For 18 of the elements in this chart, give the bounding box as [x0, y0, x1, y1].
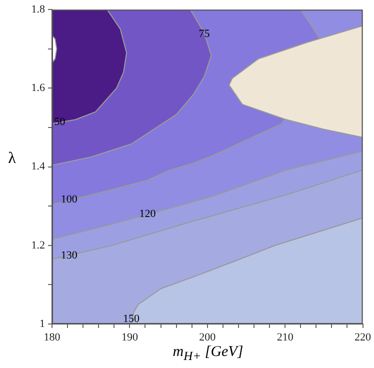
- x-tick-label: 190: [121, 331, 138, 344]
- annotation: 75: [198, 28, 210, 40]
- y-tick-label: 1.2: [31, 239, 45, 252]
- x-tick-label: 210: [276, 331, 294, 344]
- x-axis-title: m$_{H+}$ [GeV]: [172, 344, 244, 364]
- y-tick-label: 1.8: [31, 3, 46, 16]
- y-axis-title: λ: [7, 150, 17, 168]
- x-tick-label: 200: [199, 331, 216, 344]
- annotation: 130: [60, 250, 78, 262]
- y-tick-label: 1: [40, 318, 45, 330]
- x-tick-label: 220: [354, 331, 372, 344]
- y-tick-label: 1.6: [31, 82, 46, 94]
- annotation: 50: [54, 116, 66, 128]
- y-tick-label: 1.4: [31, 160, 46, 173]
- annotation: 120: [139, 208, 156, 220]
- x-tick-label: 180: [44, 331, 61, 344]
- annotation: 100: [60, 194, 78, 206]
- annotation: 150: [122, 313, 140, 326]
